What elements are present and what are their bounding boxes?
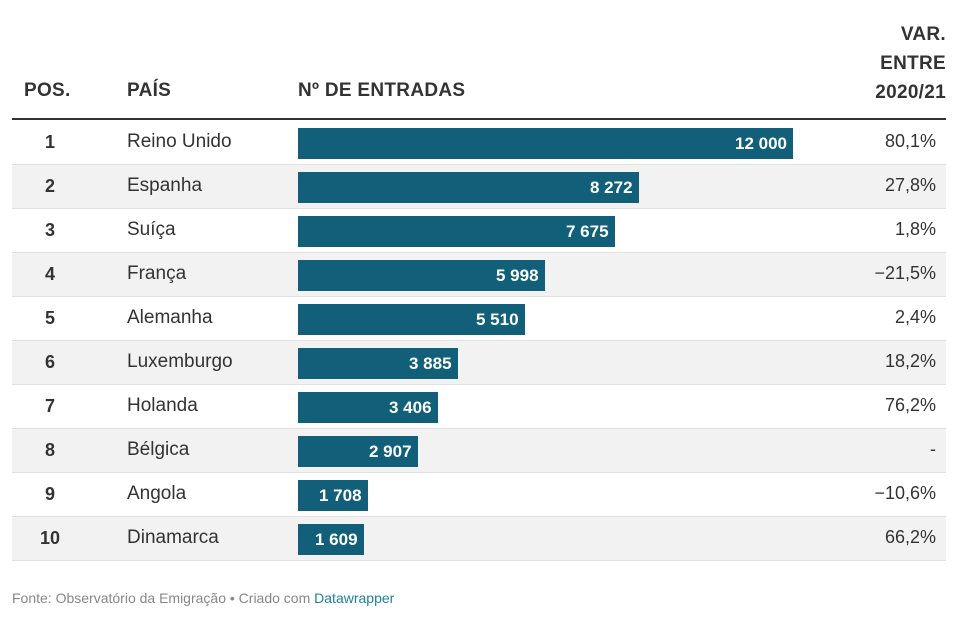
bar-label: 3 406 <box>389 398 432 417</box>
header-var-line1: VAR. <box>900 24 946 45</box>
bar <box>298 172 639 203</box>
row-var: 1,8% <box>894 219 936 239</box>
row-var: 2,4% <box>894 307 936 327</box>
row-var: 66,2% <box>884 527 936 547</box>
bar-label: 1 708 <box>319 486 362 505</box>
header-entradas: Nº DE ENTRADAS <box>298 80 466 101</box>
row-pais: Holanda <box>127 395 198 416</box>
header-var-line2: ENTRE <box>880 53 946 74</box>
bar-label: 8 272 <box>590 178 633 197</box>
row-pos: 4 <box>44 264 55 284</box>
row-pais: Luxemburgo <box>127 351 233 372</box>
datawrapper-link[interactable]: Datawrapper <box>314 590 395 606</box>
row-pos: 10 <box>39 528 61 548</box>
row-pos: 8 <box>44 440 55 460</box>
bar <box>298 392 438 423</box>
row-pais: Suíça <box>127 219 176 240</box>
row-pos: 5 <box>44 308 55 328</box>
row-pos: 9 <box>44 484 55 504</box>
row-pais: França <box>127 263 187 284</box>
row-var: - <box>930 439 936 459</box>
bar-label: 2 907 <box>369 442 412 461</box>
row-pos: 3 <box>44 220 55 240</box>
bar-label: 1 609 <box>315 530 358 549</box>
bar <box>298 128 793 159</box>
row-pos: 1 <box>44 132 55 152</box>
bar-label: 12 000 <box>735 134 787 153</box>
row-var: 76,2% <box>884 395 936 415</box>
bar <box>298 260 545 291</box>
row-pais: Reino Unido <box>127 131 232 152</box>
footer-source: Fonte: Observatório da Emigração • Criad… <box>12 590 315 606</box>
bar-label: 7 675 <box>566 222 609 241</box>
table-row: 5 Alemanha 5 510 2,4% <box>12 297 946 341</box>
row-var: 80,1% <box>884 131 936 151</box>
table-header: POS. PAÍS Nº DE ENTRADAS VAR. ENTRE 2020… <box>12 0 946 118</box>
table-row: 10 Dinamarca 1 609 66,2% <box>12 517 946 561</box>
bar <box>298 348 458 379</box>
row-pais: Bélgica <box>127 439 190 460</box>
row-pos: 2 <box>44 176 55 196</box>
bar <box>298 480 368 511</box>
row-pais: Dinamarca <box>127 527 219 548</box>
row-var: 27,8% <box>884 175 936 195</box>
bar-label: 5 510 <box>476 310 519 329</box>
table-row: 7 Holanda 3 406 76,2% <box>12 385 946 429</box>
table-row: 2 Espanha 8 272 27,8% <box>12 165 946 209</box>
row-pais: Angola <box>127 483 187 504</box>
header-pos: POS. <box>24 80 71 101</box>
footer: Fonte: Observatório da Emigração • Criad… <box>12 590 394 606</box>
table-row: 9 Angola 1 708 −10,6% <box>12 473 946 517</box>
header-pais: PAÍS <box>127 80 172 101</box>
header-var: VAR. ENTRE 2020/21 <box>806 20 946 107</box>
table-row: 8 Bélgica 2 907 - <box>12 429 946 473</box>
row-pos: 6 <box>44 352 55 372</box>
table-row: 1 Reino Unido 12 000 80,1% <box>12 121 946 165</box>
bar <box>298 436 418 467</box>
row-pais: Alemanha <box>127 307 213 328</box>
row-pos: 7 <box>44 396 55 416</box>
bar <box>298 216 615 247</box>
table-row: 6 Luxemburgo 3 885 18,2% <box>12 341 946 385</box>
row-var: 18,2% <box>884 351 936 371</box>
bar-label: 3 885 <box>409 354 452 373</box>
bar <box>298 524 364 555</box>
table-row: 3 Suíça 7 675 1,8% <box>12 209 946 253</box>
row-pais: Espanha <box>127 175 203 196</box>
header-var-line3: 2020/21 <box>875 82 946 103</box>
table-body: 1 Reino Unido 12 000 80,1% 2 Espanha 8 272 27,8… <box>12 121 946 561</box>
bar-label: 5 998 <box>496 266 539 285</box>
table-row: 4 França 5 998 −21,5% <box>12 253 946 297</box>
row-var: −21,5% <box>874 263 936 283</box>
row-var: −10,6% <box>874 483 936 503</box>
bar <box>298 304 525 335</box>
header-rule <box>12 118 946 120</box>
